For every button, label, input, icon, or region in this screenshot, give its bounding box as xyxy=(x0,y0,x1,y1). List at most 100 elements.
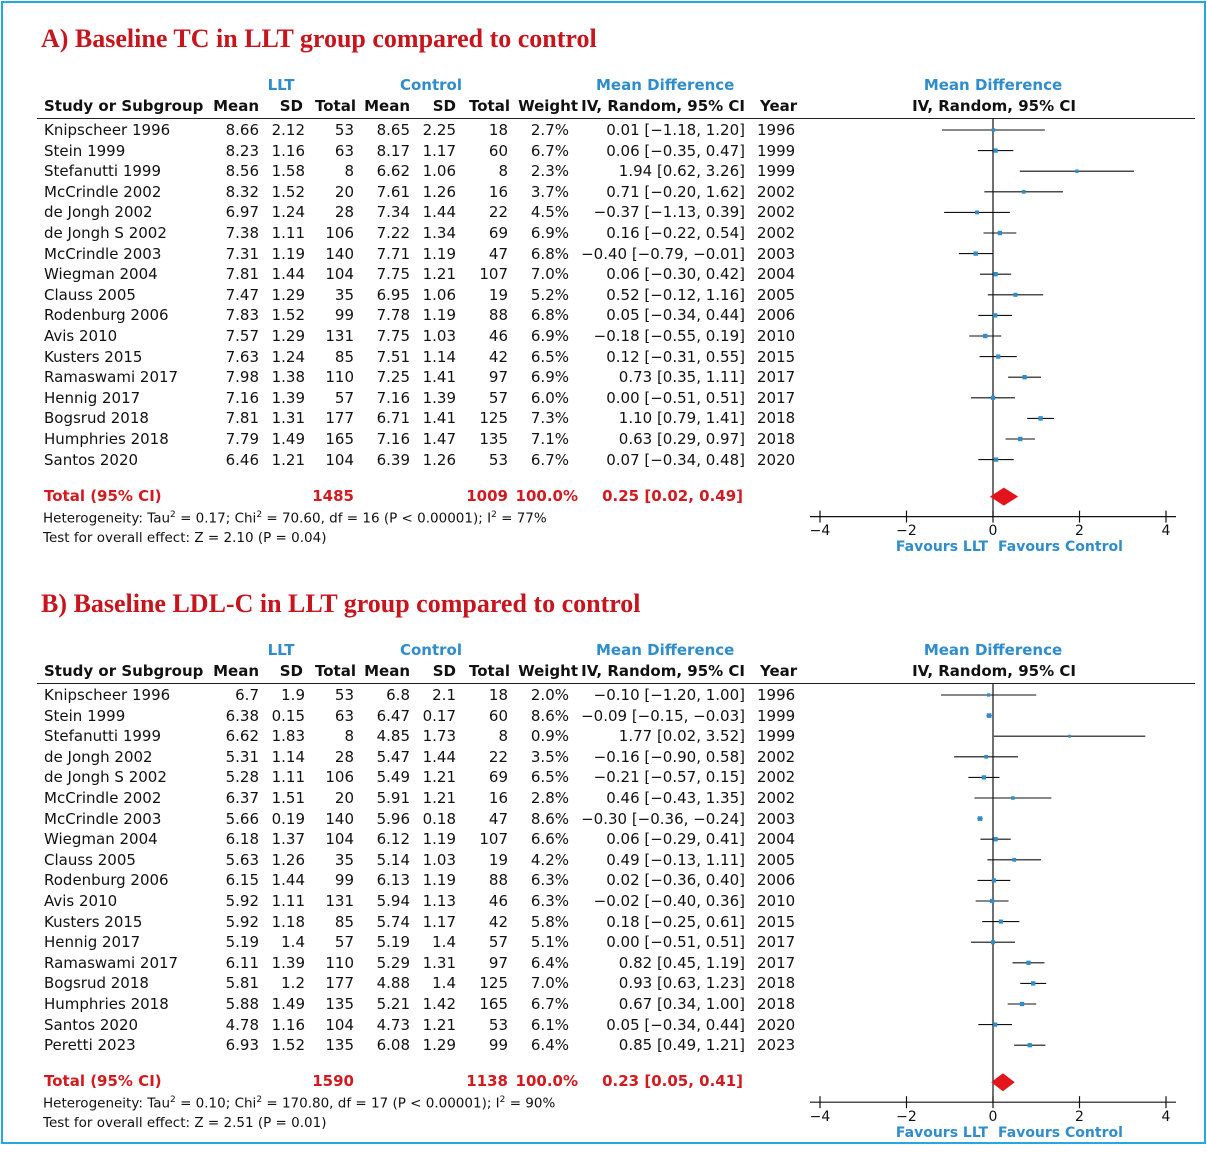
study-n1: 57 xyxy=(334,388,354,407)
x-tick-label: 4 xyxy=(1162,1109,1171,1125)
study-n2: 99 xyxy=(488,1036,508,1055)
study-n1: 20 xyxy=(334,182,354,201)
study-name: Hennig 2017 xyxy=(44,933,141,952)
overall-effect-text: Test for overall effect: Z = 2.10 (P = 0… xyxy=(43,529,327,546)
study-m2: 5.96 xyxy=(376,809,410,828)
study-ci: 0.00 [−0.51, 0.51] xyxy=(606,388,745,407)
study-sd2: 1.21 xyxy=(422,265,456,284)
study-year: 2010 xyxy=(757,327,796,345)
study-year: 2004 xyxy=(757,265,796,284)
study-sd1: 0.15 xyxy=(271,706,305,725)
study-w: 6.5% xyxy=(530,347,569,366)
superscript-two: 2 xyxy=(499,1095,506,1106)
study-w: 7.0% xyxy=(530,265,569,284)
study-ci: −0.30 [−0.36, −0.24] xyxy=(581,809,745,828)
study-sd2: 1.42 xyxy=(422,995,456,1013)
study-w: 2.0% xyxy=(530,686,569,704)
study-n1: 53 xyxy=(334,121,354,139)
study-name: Clauss 2005 xyxy=(44,850,136,869)
effect-marker xyxy=(973,251,978,256)
study-n1: 165 xyxy=(325,430,354,448)
total-n1: 1485 xyxy=(312,486,354,505)
study-m2: 4.73 xyxy=(376,1015,410,1034)
study-m1: 8.23 xyxy=(225,141,259,160)
effect-marker xyxy=(975,210,979,215)
heterogeneity-text: Heterogeneity: Tau2 = 0.10; Chi2 = 170.8… xyxy=(43,1095,555,1112)
study-sd2: 0.17 xyxy=(422,706,456,725)
column-header: SD xyxy=(279,97,303,115)
study-n2: 125 xyxy=(479,974,508,993)
study-m1: 6.46 xyxy=(225,450,259,469)
study-name: Rodenburg 2006 xyxy=(44,871,169,890)
study-sd1: 1.14 xyxy=(271,747,305,766)
effect-marker xyxy=(993,148,998,153)
study-n2: 107 xyxy=(479,265,508,284)
study-ci: 0.18 [−0.25, 0.61] xyxy=(606,912,745,931)
study-m1: 7.47 xyxy=(225,285,259,304)
study-n1: 35 xyxy=(334,850,354,869)
study-n2: 53 xyxy=(488,1015,508,1034)
study-w: 5.2% xyxy=(530,285,569,304)
study-n2: 42 xyxy=(488,347,508,366)
study-m2: 7.34 xyxy=(376,203,410,222)
superscript-two: 2 xyxy=(491,509,497,520)
study-sd1: 1.29 xyxy=(271,285,305,304)
study-year: 2023 xyxy=(757,1036,796,1055)
study-sd2: 1.21 xyxy=(422,789,456,807)
study-sd1: 1.24 xyxy=(271,203,305,222)
study-name: McCrindle 2002 xyxy=(44,182,162,201)
study-sd1: 1.26 xyxy=(271,850,305,869)
study-ci: 0.12 [−0.31, 0.55] xyxy=(606,347,745,366)
study-name: McCrindle 2003 xyxy=(44,809,162,828)
study-ci: −0.10 [−1.20, 1.00] xyxy=(593,686,745,704)
study-w: 8.6% xyxy=(530,706,569,725)
study-year: 2005 xyxy=(757,850,796,869)
study-w: 2.3% xyxy=(530,162,569,181)
study-n1: 53 xyxy=(334,686,354,704)
favours-right-label: Favours Control xyxy=(998,1125,1123,1141)
study-year: 1999 xyxy=(757,727,796,746)
effect-marker xyxy=(993,457,999,462)
study-name: Ramaswami 2017 xyxy=(44,368,179,387)
column-header: Mean xyxy=(213,97,259,115)
effect-marker xyxy=(986,713,992,718)
study-year: 1999 xyxy=(757,706,796,725)
study-w: 6.7% xyxy=(530,141,569,160)
heterogeneity-text: Heterogeneity: Tau2 = 0.17; Chi2 = 70.60… xyxy=(43,510,547,527)
study-name: Knipscheer 1996 xyxy=(44,121,171,139)
study-n1: 8 xyxy=(344,162,354,181)
x-tick-label: 0 xyxy=(989,523,998,539)
study-n1: 110 xyxy=(325,368,354,387)
study-m2: 6.8 xyxy=(386,686,410,704)
study-m2: 6.71 xyxy=(376,409,410,428)
study-sd1: 1.37 xyxy=(271,830,305,849)
study-n1: 57 xyxy=(334,933,354,952)
study-name: de Jongh 2002 xyxy=(44,747,153,766)
study-n1: 63 xyxy=(334,141,354,160)
study-name: Stein 1999 xyxy=(44,706,126,725)
effect-marker xyxy=(993,837,998,842)
study-m2: 7.61 xyxy=(376,182,410,201)
study-m1: 7.31 xyxy=(225,244,259,263)
study-m1: 6.11 xyxy=(225,953,259,972)
study-m1: 5.92 xyxy=(225,892,259,910)
heterogeneity-part: = 70.60, df = 16 (P < 0.00001); I xyxy=(262,510,492,527)
study-sd1: 1.21 xyxy=(271,450,305,469)
study-sd1: 1.11 xyxy=(271,892,305,910)
study-m2: 6.08 xyxy=(376,1036,410,1055)
study-n1: 104 xyxy=(325,1015,354,1034)
effect-marker xyxy=(1075,169,1079,173)
study-sd1: 1.31 xyxy=(271,409,305,428)
study-sd1: 1.2 xyxy=(281,974,305,993)
study-w: 6.1% xyxy=(530,1015,569,1034)
study-n1: 99 xyxy=(334,871,354,890)
effect-marker xyxy=(993,272,998,277)
column-header: Mean xyxy=(364,97,410,115)
study-ci: 0.02 [−0.36, 0.40] xyxy=(606,871,745,890)
study-name: Humphries 2018 xyxy=(44,430,169,448)
study-m1: 6.7 xyxy=(235,686,259,704)
study-sd1: 1.4 xyxy=(281,933,305,952)
study-w: 6.9% xyxy=(530,224,569,242)
study-m1: 5.88 xyxy=(225,995,259,1013)
study-n1: 99 xyxy=(334,306,354,325)
